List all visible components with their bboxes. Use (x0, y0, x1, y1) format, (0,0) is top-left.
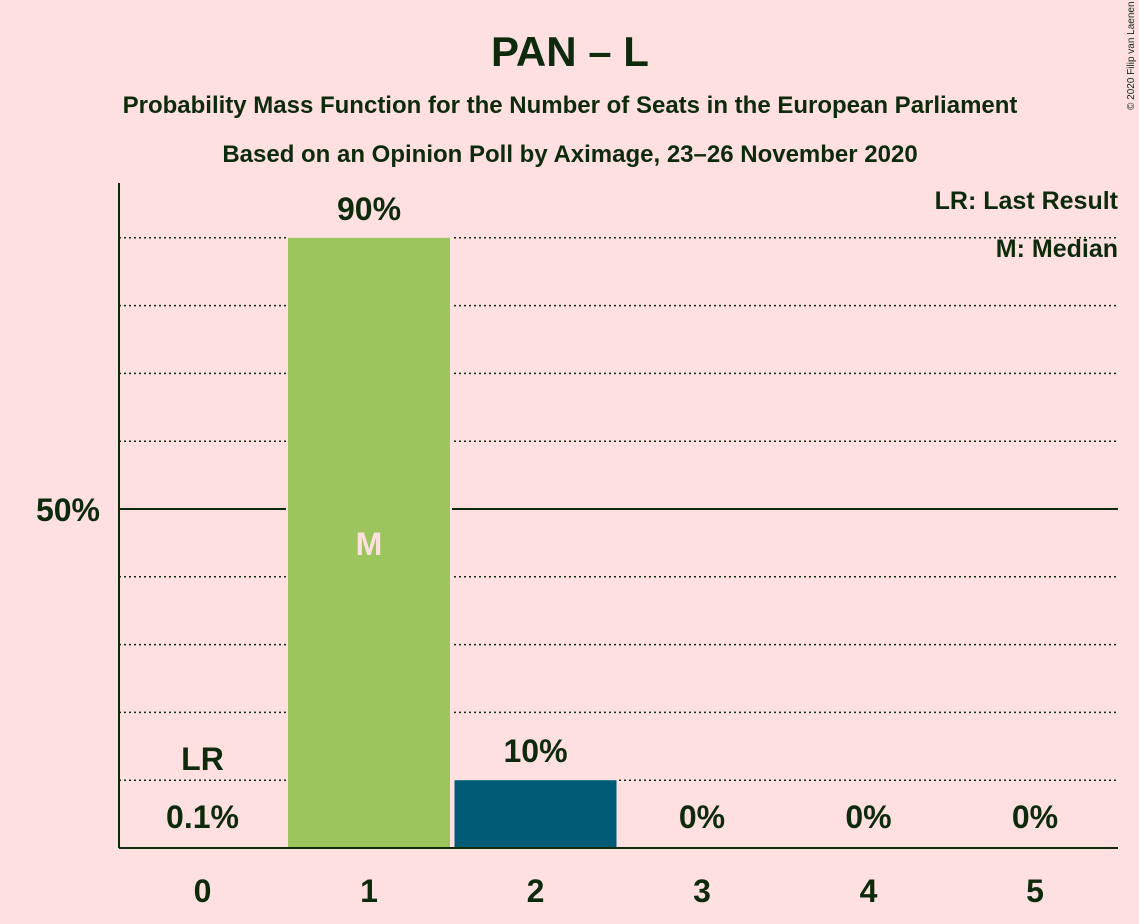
x-tick-label-4: 4 (860, 873, 878, 909)
x-tick-label-5: 5 (1026, 873, 1044, 909)
legend-last-result: LR: Last Result (935, 187, 1119, 215)
last-result-marker: LR (181, 741, 224, 777)
x-tick-label-0: 0 (194, 873, 212, 909)
value-label-2: 10% (503, 733, 567, 769)
legend-median: M: Median (996, 235, 1118, 263)
median-marker: M (356, 526, 383, 562)
bar-1 (288, 237, 450, 849)
x-tick-label-2: 2 (527, 873, 545, 909)
axes (118, 183, 1118, 849)
y-tick-label: 50% (36, 492, 100, 528)
x-tick-label-1: 1 (360, 873, 378, 909)
value-label-4: 0% (845, 799, 891, 835)
chart-subtitle-poll: Based on an Opinion Poll by Aximage, 23–… (222, 141, 917, 168)
chart-title: PAN – L (491, 28, 649, 75)
bar-2 (454, 780, 617, 848)
value-label-0: 0.1% (166, 799, 239, 835)
value-label-5: 0% (1012, 799, 1058, 835)
x-tick-label-3: 3 (693, 873, 711, 909)
bars (286, 236, 619, 849)
value-label-3: 0% (679, 799, 725, 835)
value-label-1: 90% (337, 191, 401, 227)
gridlines: 50% (36, 237, 1118, 781)
data-labels: 0.1% 0 90% 1 10% 2 0% 3 0% 4 0% 5 M LR (166, 191, 1058, 909)
copyright-text: © 2020 Filip van Laenen (1126, 1, 1137, 110)
chart-subtitle: Probability Mass Function for the Number… (123, 92, 1018, 119)
